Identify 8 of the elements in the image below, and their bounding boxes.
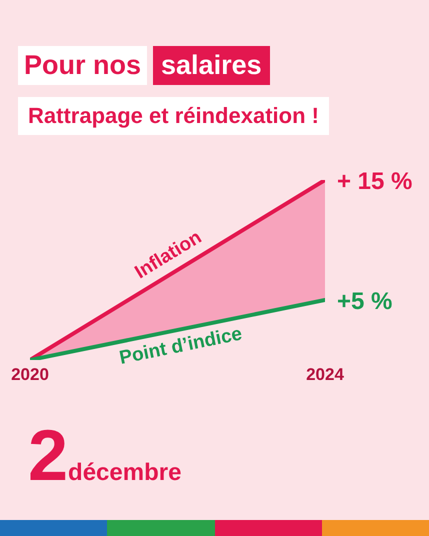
x-tick-label: 2024 (306, 365, 344, 384)
chart-subtitle: Rattrapage et réindexation ! (18, 97, 329, 135)
text: 2décembre (28, 416, 182, 496)
chart-title: Pour nos salaires (23, 49, 263, 82)
x-tick-label: 2020 (11, 365, 49, 384)
data-label: +5 % (337, 288, 392, 315)
data-label: + 15 % (337, 168, 412, 195)
text: Point d’indice (118, 323, 244, 369)
